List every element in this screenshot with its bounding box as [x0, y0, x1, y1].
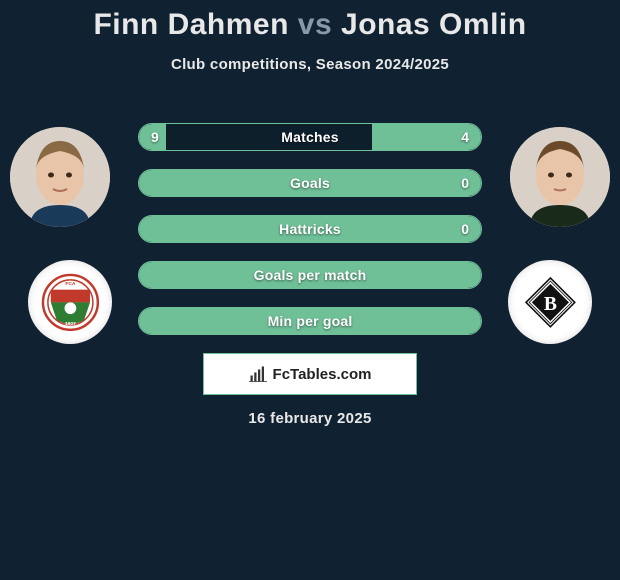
player2-club-crest: B: [508, 260, 592, 344]
stat-bar: Goals0: [138, 169, 482, 197]
stat-bar: Min per goal: [138, 307, 482, 335]
player1-club-crest: FCA 1907: [28, 260, 112, 344]
crest-fca-top: FCA: [65, 280, 75, 286]
bar-label: Matches: [139, 124, 481, 150]
crest-fca-year: 1907: [65, 321, 76, 327]
title-player1: Finn Dahmen: [93, 8, 289, 41]
bar-value-right: 0: [461, 170, 469, 196]
crest-letter: B: [543, 294, 556, 315]
title-vs: vs: [298, 8, 332, 41]
bar-value-left: 9: [151, 124, 159, 150]
bar-label: Goals per match: [139, 262, 481, 288]
player2-avatar: [510, 127, 610, 227]
comparison-date: 16 february 2025: [0, 410, 620, 427]
attribution-text: FcTables.com: [273, 366, 372, 383]
stat-bar: Matches9 4: [138, 123, 482, 151]
subtitle: Club competitions, Season 2024/2025: [0, 56, 620, 73]
bar-value-right: 0: [461, 216, 469, 242]
attribution-box: FcTables.com: [203, 353, 417, 395]
stat-bar: Goals per match: [138, 261, 482, 289]
comparison-title: Finn Dahmen vs Jonas Omlin: [0, 0, 620, 42]
bar-label: Hattricks: [139, 216, 481, 242]
title-player2: Jonas Omlin: [341, 8, 527, 41]
bar-label: Min per goal: [139, 308, 481, 334]
player1-avatar: [10, 127, 110, 227]
stat-bars: Matches94Goals0Hattricks0Goals per match…: [138, 123, 482, 353]
bar-value-right: 4: [461, 124, 469, 150]
bar-label: Goals: [139, 170, 481, 196]
stat-bar: Hattricks0: [138, 215, 482, 243]
chart-icon: [249, 365, 267, 383]
